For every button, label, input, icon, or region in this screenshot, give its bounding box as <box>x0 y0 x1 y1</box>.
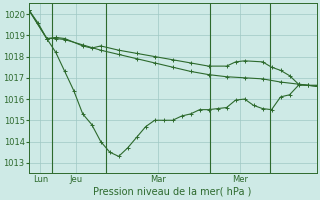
X-axis label: Pression niveau de la mer( hPa ): Pression niveau de la mer( hPa ) <box>93 187 252 197</box>
